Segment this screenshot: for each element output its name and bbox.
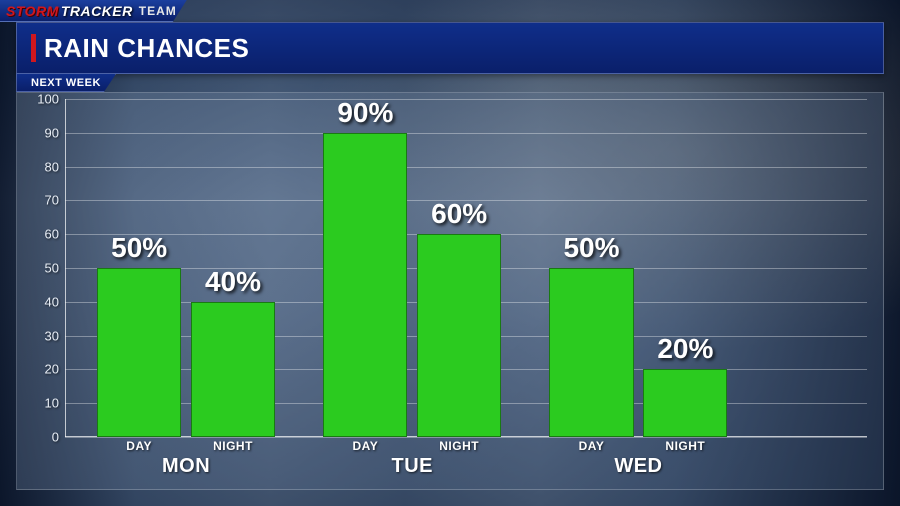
title-accent [31, 34, 36, 62]
chart-bar [97, 268, 181, 437]
bar-value-label: 50% [532, 232, 652, 264]
y-tick-label: 70 [29, 193, 65, 208]
y-tick-label: 10 [29, 396, 65, 411]
period-label: NIGHT [439, 439, 479, 453]
chart-plot-area: 50%40%90%60%50%20% [65, 99, 867, 437]
y-tick-label: 90 [29, 125, 65, 140]
period-label: DAY [579, 439, 605, 453]
brand-logo-bar: STORM TRACKER TEAM [0, 0, 187, 22]
period-label: DAY [126, 439, 152, 453]
bar-value-label: 40% [173, 266, 293, 298]
period-label: DAY [352, 439, 378, 453]
chart-bar [417, 234, 501, 437]
y-tick-label: 80 [29, 159, 65, 174]
y-tick-label: 100 [29, 92, 65, 107]
subtitle-bar: NEXT WEEK [16, 74, 116, 92]
period-label: NIGHT [665, 439, 705, 453]
bar-value-label: 90% [305, 97, 425, 129]
brand-team-text: TEAM [139, 4, 177, 18]
y-tick-label: 60 [29, 227, 65, 242]
y-tick-label: 30 [29, 328, 65, 343]
y-tick-label: 0 [29, 430, 65, 445]
day-label: MON [162, 455, 210, 478]
subtitle-text: NEXT WEEK [31, 77, 101, 89]
brand-storm-text: STORM [6, 3, 59, 19]
chart-bar [191, 302, 275, 437]
chart-bar [323, 133, 407, 437]
brand-tracker-text: TRACKER [61, 3, 133, 19]
weather-graphic-frame: STORM TRACKER TEAM RAIN CHANCES NEXT WEE… [0, 0, 900, 506]
y-tick-label: 50 [29, 261, 65, 276]
x-axis-labels: DAYNIGHTMONDAYNIGHTTUEDAYNIGHTWED [65, 437, 867, 481]
period-label: NIGHT [213, 439, 253, 453]
chart-bar [549, 268, 633, 437]
day-label: WED [614, 455, 662, 478]
y-tick-label: 40 [29, 294, 65, 309]
y-tick-label: 20 [29, 362, 65, 377]
title-bar: RAIN CHANCES [16, 22, 884, 74]
day-label: TUE [392, 455, 434, 478]
rain-chances-chart: 0102030405060708090100 50%40%90%60%50%20… [29, 99, 867, 481]
chart-panel: 0102030405060708090100 50%40%90%60%50%20… [16, 92, 884, 490]
chart-bar [643, 369, 727, 437]
page-title: RAIN CHANCES [44, 33, 249, 64]
title-row: RAIN CHANCES [31, 33, 883, 64]
y-axis: 0102030405060708090100 [29, 99, 65, 437]
bar-value-label: 20% [625, 333, 745, 365]
bar-value-label: 50% [79, 232, 199, 264]
bar-value-label: 60% [399, 198, 519, 230]
